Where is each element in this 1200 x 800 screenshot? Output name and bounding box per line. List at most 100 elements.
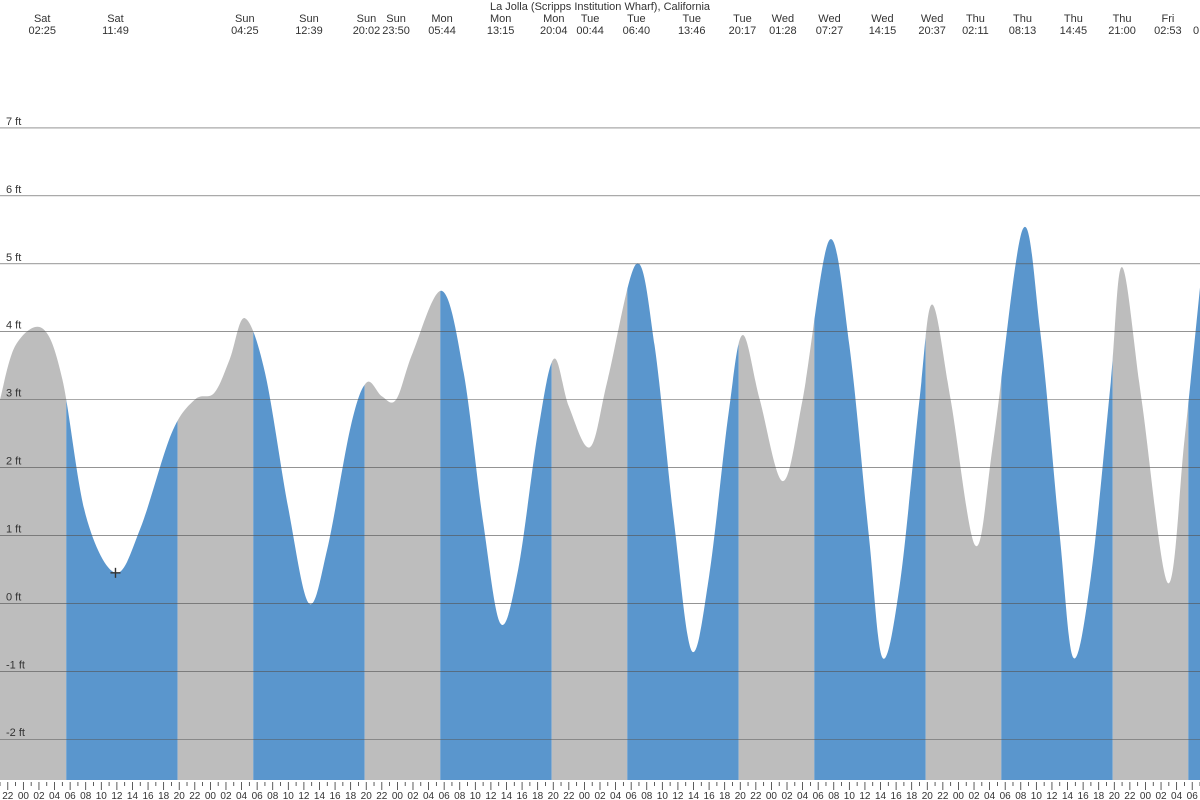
tide-extreme-day: Sat [34, 13, 51, 25]
hour-label: 06 [439, 791, 451, 800]
tide-extreme-day: Sat [107, 13, 124, 25]
tide-extreme-time: 04:25 [231, 25, 259, 37]
hour-label: 02 [407, 791, 419, 800]
hour-label: 06 [813, 791, 825, 800]
tide-extreme-time: 00:44 [576, 25, 604, 37]
hour-label: 00 [392, 791, 404, 800]
hour-label: 16 [330, 791, 342, 800]
hour-label: 06 [1187, 791, 1199, 800]
hour-label: 20 [735, 791, 747, 800]
hour-label: 06 [626, 791, 638, 800]
hour-label: 14 [127, 791, 139, 800]
hour-label: 10 [1031, 791, 1043, 800]
tide-extreme-time: 08:13 [1009, 25, 1037, 37]
tide-extreme-day: Wed [921, 13, 943, 25]
hour-label: 12 [1046, 791, 1058, 800]
tide-extreme-day: Thu [966, 13, 985, 25]
hour-label: 00 [953, 791, 965, 800]
tide-extreme-day: Mon [431, 13, 452, 25]
hour-label: 06 [252, 791, 264, 800]
tide-extreme-day: Tue [682, 13, 701, 25]
hour-label: 08 [1015, 791, 1027, 800]
hour-label: 18 [719, 791, 731, 800]
y-tick-label: 7 ft [6, 116, 21, 128]
tide-extreme-day: Wed [871, 13, 893, 25]
hour-label: 12 [111, 791, 123, 800]
hour-label: 22 [1124, 791, 1136, 800]
tide-extreme-day: Thu [1064, 13, 1083, 25]
hour-label: 00 [205, 791, 217, 800]
hour-label: 08 [80, 791, 92, 800]
hour-label: 04 [236, 791, 248, 800]
hour-label: 16 [142, 791, 154, 800]
hour-label: 18 [345, 791, 357, 800]
hour-label: 12 [672, 791, 684, 800]
hour-label: 22 [750, 791, 762, 800]
tide-extreme-day: Sun [299, 13, 319, 25]
hour-label: 16 [517, 791, 529, 800]
hour-label: 04 [1171, 791, 1183, 800]
y-tick-label: 6 ft [6, 184, 21, 196]
hour-label: 10 [844, 791, 856, 800]
y-tick-label: 2 ft [6, 456, 21, 468]
y-tick-label: -2 ft [6, 727, 25, 739]
hour-label: 04 [423, 791, 435, 800]
hour-label: 22 [2, 791, 14, 800]
tide-extreme-day: Fri [1161, 13, 1174, 25]
hour-label: 02 [781, 791, 793, 800]
hour-label: 06 [1000, 791, 1012, 800]
hour-label: 12 [859, 791, 871, 800]
hour-label: 22 [563, 791, 575, 800]
y-tick-label: 4 ft [6, 320, 21, 332]
chart-title: La Jolla (Scripps Institution Wharf), Ca… [490, 1, 711, 13]
hour-label: 10 [470, 791, 482, 800]
hour-label: 22 [376, 791, 388, 800]
tide-extreme-time: 20:04 [540, 25, 568, 37]
hour-label: 18 [158, 791, 170, 800]
hour-label: 16 [891, 791, 903, 800]
hour-label: 08 [641, 791, 653, 800]
tide-extreme-day: Mon [490, 13, 511, 25]
hour-label: 08 [828, 791, 840, 800]
tide-extreme-time: 02:25 [28, 25, 56, 37]
y-tick-label: -1 ft [6, 659, 25, 671]
y-tick-label: 3 ft [6, 388, 21, 400]
tide-extreme-day: Wed [772, 13, 794, 25]
hour-label: 00 [18, 791, 30, 800]
y-tick-label: 5 ft [6, 252, 21, 264]
tide-extreme-day: Sun [235, 13, 255, 25]
tide-extreme-day: Wed [818, 13, 840, 25]
tide-extreme-day: Tue [627, 13, 646, 25]
hour-label: 20 [548, 791, 560, 800]
tide-extreme-time: 20:37 [918, 25, 946, 37]
hour-label: 20 [922, 791, 934, 800]
tide-extreme-time: 20:02 [353, 25, 381, 37]
tide-extreme-time: 06:40 [623, 25, 651, 37]
hour-label: 12 [298, 791, 310, 800]
tide-extreme-time: 11:49 [102, 25, 129, 37]
hour-label: 00 [1140, 791, 1152, 800]
tide-extreme-day: Tue [581, 13, 600, 25]
hour-label: 18 [532, 791, 544, 800]
tide-extreme-time: 13:15 [487, 25, 515, 37]
hour-label: 02 [220, 791, 232, 800]
hour-label: 12 [485, 791, 497, 800]
hour-label: 08 [454, 791, 466, 800]
tide-extreme-time: 05:44 [428, 25, 456, 37]
hour-label: 04 [797, 791, 809, 800]
hour-label: 16 [1078, 791, 1090, 800]
hour-label: 14 [314, 791, 326, 800]
hour-label: 02 [968, 791, 980, 800]
tide-extreme-day: Tue [733, 13, 752, 25]
hour-label: 06 [65, 791, 77, 800]
hour-label: 10 [96, 791, 108, 800]
tide-extreme-day: Sun [357, 13, 377, 25]
hour-label: 18 [906, 791, 918, 800]
y-tick-label: 1 ft [6, 523, 21, 535]
hour-label: 04 [49, 791, 61, 800]
tide-extreme-time: 07:27 [816, 25, 844, 37]
hour-label: 00 [579, 791, 591, 800]
tide-extreme-time: 02:53 [1154, 25, 1182, 37]
tide-extreme-day: Mon [543, 13, 564, 25]
tide-extreme-time: 14:15 [869, 25, 897, 37]
